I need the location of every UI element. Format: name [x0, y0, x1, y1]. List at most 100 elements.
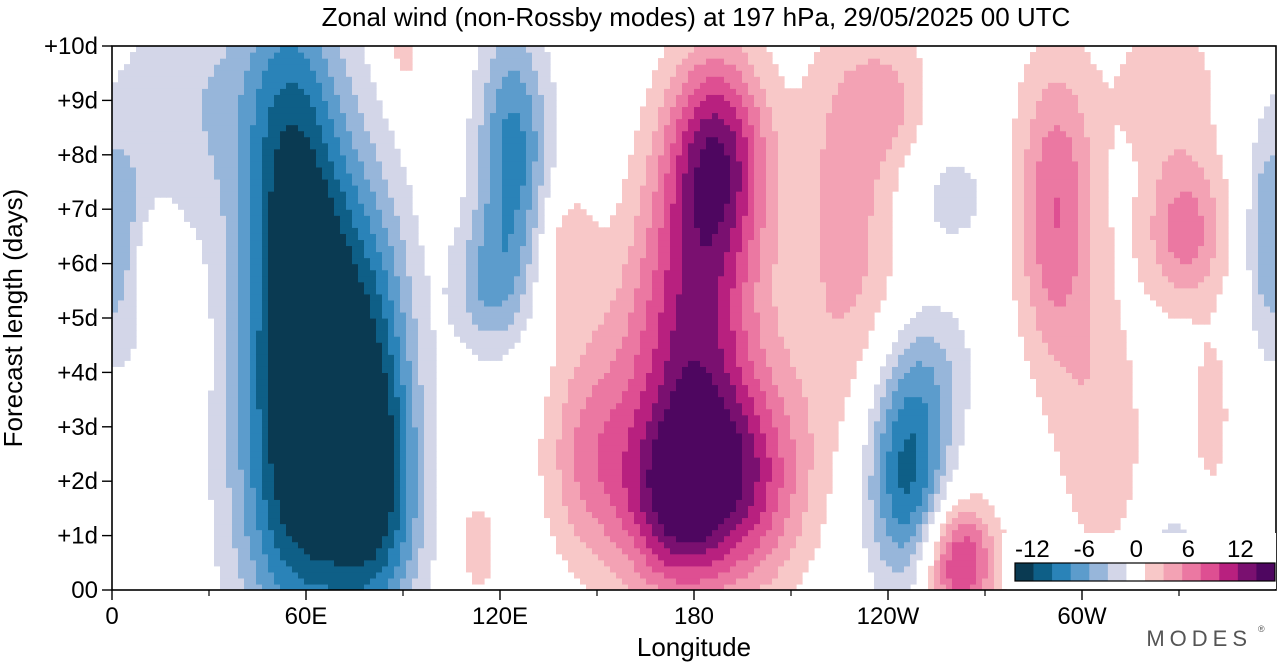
heatmap-cell	[214, 94, 221, 101]
heatmap-cell	[304, 444, 311, 452]
heatmap-cell	[250, 239, 257, 247]
heatmap-cell	[226, 583, 233, 590]
heatmap-cell	[226, 426, 233, 434]
heatmap-cell	[196, 136, 203, 144]
heatmap-cell	[148, 58, 155, 65]
heatmap-cell	[232, 178, 239, 186]
heatmap-cell	[226, 565, 233, 573]
heatmap-cell	[244, 239, 251, 247]
heatmap-cell	[274, 457, 281, 464]
heatmap-cell	[208, 191, 215, 198]
heatmap-cell	[418, 402, 425, 410]
heatmap-cell	[244, 402, 251, 410]
heatmap-cell	[274, 64, 281, 71]
heatmap-cell	[130, 342, 137, 349]
heatmap-cell	[118, 172, 125, 180]
heatmap-cell	[532, 197, 539, 204]
heatmap-cell	[298, 239, 305, 247]
heatmap-cell	[322, 269, 329, 277]
heatmap-cell	[130, 197, 137, 204]
heatmap-cell	[574, 505, 581, 513]
heatmap-cell	[298, 52, 305, 59]
heatmap-cell	[544, 88, 551, 95]
heatmap-cell	[130, 203, 137, 210]
heatmap-cell	[256, 360, 263, 367]
heatmap-cell	[352, 366, 359, 373]
heatmap-cell	[268, 457, 275, 464]
heatmap-cell	[388, 318, 395, 325]
heatmap-cell	[502, 118, 509, 126]
heatmap-cell	[562, 372, 569, 380]
heatmap-cell	[232, 70, 239, 77]
heatmap-cell	[346, 408, 353, 416]
heatmap-cell	[220, 432, 227, 440]
heatmap-cell	[214, 221, 221, 228]
heatmap-cell	[424, 372, 431, 380]
heatmap-cell	[322, 559, 329, 567]
heatmap-cell	[412, 450, 419, 458]
heatmap-cell	[382, 432, 389, 440]
heatmap-cell	[328, 130, 335, 138]
heatmap-cell	[562, 402, 569, 410]
heatmap-cell	[490, 100, 497, 108]
heatmap-cell	[226, 384, 233, 392]
heatmap-cell	[226, 142, 233, 150]
heatmap-cell	[220, 487, 227, 494]
heatmap-cell	[310, 541, 317, 549]
heatmap-cell	[304, 541, 311, 549]
heatmap-cell	[220, 166, 227, 174]
heatmap-cell	[406, 203, 413, 210]
heatmap-cell	[262, 118, 269, 126]
heatmap-cell	[166, 76, 173, 83]
heatmap-cell	[268, 82, 275, 89]
heatmap-cell	[532, 269, 539, 277]
heatmap-cell	[334, 160, 341, 168]
heatmap-cell	[238, 269, 245, 277]
heatmap-cell	[124, 215, 131, 222]
heatmap-cell	[526, 275, 533, 283]
heatmap-cell	[112, 275, 119, 283]
heatmap-cell	[124, 154, 131, 162]
heatmap-cell	[280, 475, 287, 482]
heatmap-cell	[406, 547, 413, 555]
heatmap-cell	[400, 263, 407, 271]
heatmap-cell	[220, 221, 227, 228]
heatmap-cell	[304, 408, 311, 416]
heatmap-cell	[406, 535, 413, 543]
heatmap-cell	[238, 583, 245, 590]
heatmap-cell	[322, 378, 329, 386]
heatmap-cell	[118, 124, 125, 132]
heatmap-cell	[562, 420, 569, 428]
heatmap-cell	[376, 318, 383, 325]
heatmap-cell	[256, 420, 263, 428]
heatmap-cell	[130, 112, 137, 120]
heatmap-cell	[604, 499, 611, 506]
heatmap-cell	[568, 245, 575, 253]
heatmap-cell	[256, 233, 263, 241]
heatmap-cell	[364, 64, 371, 71]
heatmap-cell	[334, 324, 341, 331]
heatmap-cell	[196, 94, 203, 101]
heatmap-cell	[178, 191, 185, 198]
heatmap-cell	[280, 257, 287, 265]
heatmap-cell	[208, 408, 215, 416]
heatmap-cell	[514, 136, 521, 144]
heatmap-cell	[166, 88, 173, 95]
heatmap-cell	[256, 384, 263, 392]
heatmap-cell	[502, 342, 509, 349]
heatmap-cell	[538, 52, 545, 59]
heatmap-cell	[244, 432, 251, 440]
heatmap-cell	[562, 293, 569, 301]
heatmap-cell	[496, 330, 503, 337]
heatmap-cell	[382, 499, 389, 506]
heatmap-cell	[568, 257, 575, 265]
heatmap-cell	[136, 215, 143, 222]
heatmap-cell	[256, 366, 263, 373]
heatmap-cell	[490, 227, 497, 234]
heatmap-cell	[232, 251, 239, 259]
heatmap-cell	[472, 191, 479, 198]
heatmap-cell	[292, 118, 299, 126]
heatmap-cell	[292, 293, 299, 301]
heatmap-cell	[466, 233, 473, 241]
heatmap-cell	[424, 408, 431, 416]
